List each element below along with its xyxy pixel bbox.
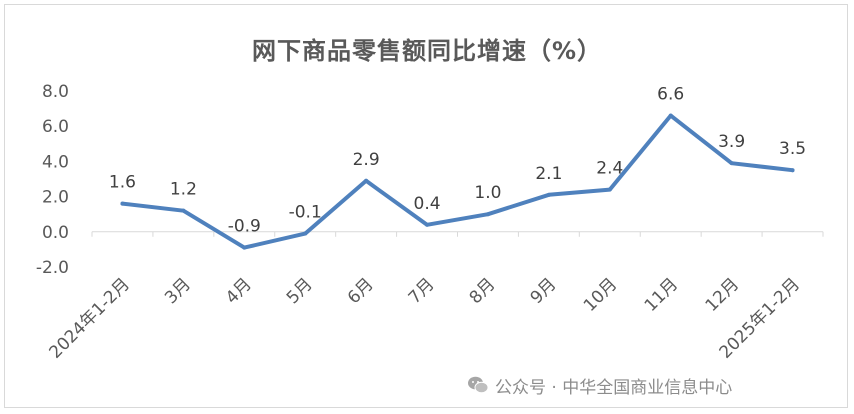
- watermark-text: 公众号 · 中华全国商业信息中心: [495, 377, 733, 398]
- chart-title: 网下商品零售额同比增速（%）: [251, 37, 603, 65]
- chart-frame: 网下商品零售额同比增速（%） 8.0 6.0 4.0 2.0 0.0 -2.0 2024年1…: [4, 4, 848, 408]
- data-point: [668, 113, 673, 118]
- y-tick-label: 0.0: [42, 223, 69, 243]
- x-tick-label: 3月: [161, 274, 195, 308]
- x-tick-label: 9月: [527, 274, 561, 308]
- data-point: [120, 201, 125, 206]
- data-label: 2.9: [353, 150, 380, 170]
- y-tick-label: 8.0: [42, 82, 69, 102]
- x-tick-label: 10月: [580, 274, 621, 315]
- data-point: [607, 187, 612, 192]
- data-label: -0.9: [228, 217, 261, 237]
- y-tick-label: -2.0: [36, 258, 69, 278]
- x-tick-label: 5月: [283, 274, 317, 308]
- data-label: 0.4: [414, 194, 441, 214]
- data-point: [425, 222, 430, 227]
- y-tick-label: 6.0: [42, 117, 69, 137]
- data-label: 3.9: [718, 132, 745, 152]
- x-tick-label: 4月: [222, 274, 256, 308]
- wechat-icon: [468, 376, 489, 394]
- data-label: 3.5: [779, 139, 806, 159]
- data-point: [242, 245, 247, 250]
- x-tick-label: 12月: [702, 274, 743, 315]
- data-point: [364, 178, 369, 183]
- data-label: 2.4: [596, 159, 623, 179]
- data-label: 1.6: [109, 173, 136, 193]
- x-tick-label: 8月: [466, 274, 500, 308]
- y-tick-label: 4.0: [42, 152, 69, 172]
- x-tick-label: 11月: [641, 274, 682, 315]
- y-tick-label: 2.0: [42, 188, 69, 208]
- x-tick-label: 6月: [344, 274, 378, 308]
- data-label: 1.0: [474, 183, 501, 203]
- series-line: [120, 113, 795, 250]
- data-point: [729, 161, 734, 166]
- data-label: 1.2: [170, 180, 197, 200]
- x-tick-label: 7月: [405, 274, 439, 308]
- data-point: [790, 168, 795, 173]
- data-point: [181, 208, 186, 213]
- data-label: 6.6: [657, 85, 684, 105]
- data-point: [303, 231, 308, 236]
- watermark: 公众号 · 中华全国商业信息中心: [467, 373, 733, 398]
- data-label: 2.1: [535, 164, 562, 184]
- data-point: [546, 192, 551, 197]
- data-point: [485, 212, 490, 217]
- x-tick-label: 2024年1-2月: [46, 274, 134, 362]
- data-label: -0.1: [289, 203, 322, 223]
